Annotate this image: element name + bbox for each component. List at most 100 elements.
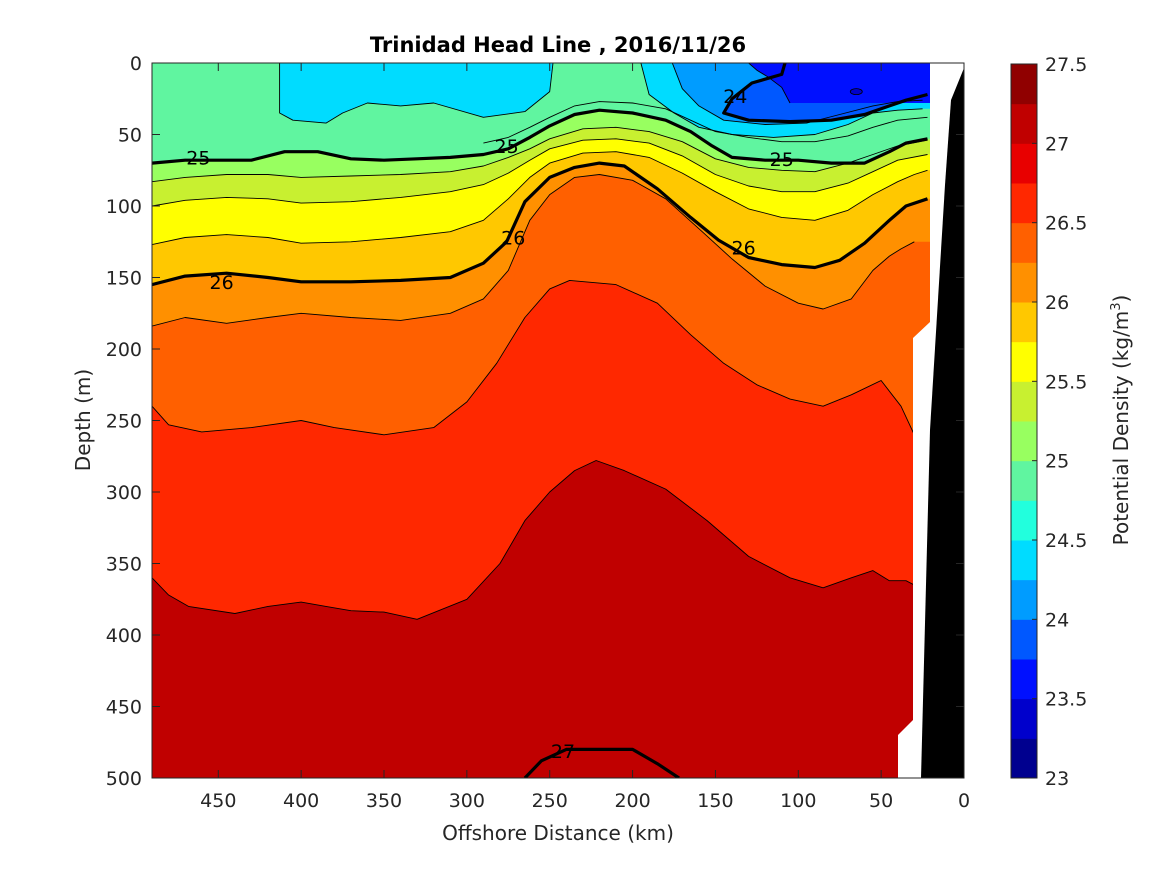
y-tick-label: 500 bbox=[106, 768, 142, 790]
colorbar-swatch bbox=[1011, 143, 1037, 184]
y-tick-label: 400 bbox=[106, 625, 142, 647]
colorbar-swatch bbox=[1011, 262, 1037, 303]
x-tick-label: 250 bbox=[532, 790, 568, 812]
colorbar-tick-label: 24.5 bbox=[1045, 530, 1087, 552]
isopycnal-24.5 bbox=[279, 63, 554, 124]
isopycnal-26.5 bbox=[152, 279, 915, 436]
contour-label-text: 26 bbox=[501, 227, 525, 249]
contour-label: 25 bbox=[495, 136, 519, 158]
plot-area: 25 25 25 24 26 26 26 27 bbox=[152, 63, 964, 778]
colorbar-swatch bbox=[1011, 302, 1037, 343]
colorbar-swatch bbox=[1011, 738, 1037, 779]
x-tick-label: 0 bbox=[958, 790, 970, 812]
x-tick-label: 300 bbox=[449, 790, 485, 812]
isopycnal-25.5 bbox=[152, 138, 928, 207]
y-tick-label: 150 bbox=[106, 268, 142, 290]
pocket-24.5 bbox=[279, 63, 553, 124]
seafloor bbox=[921, 68, 964, 778]
colorbar-swatch bbox=[1011, 341, 1037, 382]
colorbar-swatch bbox=[1011, 381, 1037, 422]
contour-label-text: 27 bbox=[551, 741, 575, 763]
isopycnal-25.25 bbox=[152, 126, 928, 183]
colorbar-tick-label: 23.5 bbox=[1045, 689, 1087, 711]
y-axis: 0 50 100 150 200 250 300 350 400 450 500 bbox=[106, 53, 964, 790]
contour-label-text: 25 bbox=[495, 136, 519, 158]
colorbar-frame bbox=[1010, 63, 1038, 779]
y-tick-label: 350 bbox=[106, 554, 142, 576]
isopycnal-26 bbox=[152, 161, 929, 287]
colorbar-ticks: 23 23.5 24 24.5 25 25.5 26 26.5 27 27.5 bbox=[1032, 54, 1087, 790]
chart-title: Trinidad Head Line , 2016/11/26 bbox=[370, 33, 746, 57]
isopycnal-24.25 bbox=[671, 63, 923, 125]
colorbar-tick-label: 23 bbox=[1045, 768, 1069, 790]
density-fills bbox=[152, 63, 964, 778]
colorbar-swatch bbox=[1011, 222, 1037, 263]
contour-label: 27 bbox=[551, 741, 575, 763]
contour-label: 26 bbox=[501, 227, 525, 249]
isopycnal-27 bbox=[523, 747, 680, 778]
isopycnal-24.75 bbox=[483, 101, 928, 144]
colorbar-swatch bbox=[1011, 103, 1037, 144]
pocket-23.75 bbox=[748, 63, 964, 104]
contour-label: 26 bbox=[210, 272, 234, 294]
contour-label-text: 25 bbox=[770, 149, 794, 171]
y-tick-label: 100 bbox=[106, 196, 142, 218]
contour-label: 25 bbox=[186, 147, 210, 169]
contour-label-text: 25 bbox=[186, 147, 210, 169]
y-tick-label: 50 bbox=[118, 125, 142, 147]
colorbar-swatch bbox=[1011, 460, 1037, 501]
x-tick-label: 400 bbox=[283, 790, 319, 812]
isopycnal-25 bbox=[152, 108, 928, 165]
y-axis-label: Depth (m) bbox=[71, 369, 95, 471]
colorbar-swatch bbox=[1011, 64, 1037, 105]
contour-label: 25 bbox=[770, 149, 794, 171]
isopycnal-23.75 bbox=[748, 63, 791, 104]
colorbar-swatch bbox=[1011, 619, 1037, 660]
contour-labels: 25 25 25 24 26 26 26 27 bbox=[186, 86, 794, 763]
x-axis: 450 400 350 300 250 200 150 100 50 0 bbox=[200, 63, 970, 812]
x-tick-label: 450 bbox=[200, 790, 236, 812]
colorbar-tick-label: 26.5 bbox=[1045, 213, 1087, 235]
colorbar-swatch bbox=[1011, 183, 1037, 224]
core-light bbox=[849, 88, 863, 95]
contour-label-text: 26 bbox=[732, 237, 756, 259]
colorbar-tick-label: 27.5 bbox=[1045, 54, 1087, 76]
colorbar-tick-label: 25 bbox=[1045, 451, 1069, 473]
band-27 bbox=[524, 749, 679, 778]
x-tick-label: 150 bbox=[697, 790, 733, 812]
x-tick-label: 50 bbox=[869, 790, 893, 812]
colorbar-swatch bbox=[1011, 421, 1037, 462]
colorbar-tick-label: 27 bbox=[1045, 133, 1069, 155]
colorbar-swatch bbox=[1011, 698, 1037, 739]
colorbar-swatch bbox=[1011, 659, 1037, 700]
coastal-shelf bbox=[898, 63, 964, 778]
isopycnal-24 bbox=[722, 63, 928, 124]
colorbar-swatch bbox=[1011, 540, 1037, 581]
isopycnal-26.25 bbox=[152, 174, 915, 327]
colorbar-swatch bbox=[1011, 579, 1037, 620]
contour-label: 24 bbox=[723, 86, 747, 108]
y-tick-label: 300 bbox=[106, 482, 142, 504]
x-tick-label: 350 bbox=[366, 790, 402, 812]
contour-label-text: 26 bbox=[210, 272, 234, 294]
colorbar-tick-label: 25.5 bbox=[1045, 371, 1087, 393]
y-tick-label: 250 bbox=[106, 411, 142, 433]
x-tick-label: 200 bbox=[614, 790, 650, 812]
colorbar-swatch bbox=[1011, 500, 1037, 541]
isopycnal-26.75 bbox=[152, 460, 915, 620]
colorbar-label: Potential Density (kg/m3) bbox=[1109, 295, 1133, 546]
contour-label: 26 bbox=[732, 237, 756, 259]
isopycnal-25.75 bbox=[152, 151, 928, 246]
y-tick-label: 200 bbox=[106, 339, 142, 361]
isopycnal-24.5 bbox=[640, 63, 923, 138]
x-axis-label: Offshore Distance (km) bbox=[442, 821, 674, 845]
contour-label-text: 24 bbox=[723, 86, 747, 108]
y-tick-label: 450 bbox=[106, 697, 142, 719]
isopycnal-lines bbox=[152, 63, 929, 778]
colorbar-tick-label: 24 bbox=[1045, 609, 1069, 631]
colorbar-tick-label: 26 bbox=[1045, 292, 1069, 314]
y-tick-label: 0 bbox=[130, 53, 142, 75]
x-tick-label: 100 bbox=[780, 790, 816, 812]
colorbar bbox=[1010, 63, 1038, 779]
